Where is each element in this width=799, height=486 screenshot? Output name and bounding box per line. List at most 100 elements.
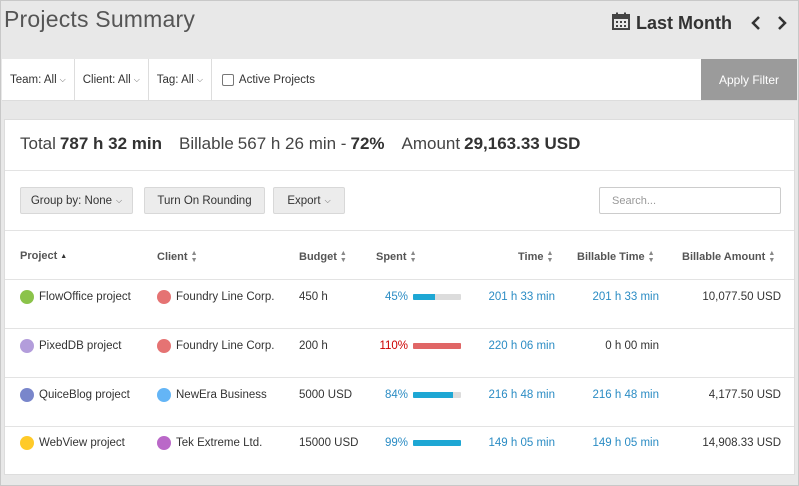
filter-bar: Team: All ⌵ Client: All ⌵ Tag: All ⌵ Act…: [2, 59, 797, 101]
spent-percent: 110%: [379, 340, 408, 352]
client-icon: [157, 436, 171, 450]
client-cell: Foundry Line Corp.: [157, 289, 274, 305]
billable-time[interactable]: 149 h 05 min: [592, 437, 660, 449]
row-divider: [5, 328, 794, 329]
totals-line: Total 787 h 32 min Billable 567 h 26 min…: [20, 134, 580, 154]
spent-percent: 99%: [384, 437, 408, 449]
spent-cell: 110%: [365, 338, 461, 354]
col-header-time[interactable]: Time ▲ ▼: [518, 250, 553, 264]
client-name: Foundry Line Corp.: [176, 340, 275, 352]
spent-progress-fill: [413, 294, 435, 300]
tag-filter[interactable]: Tag: All ⌵: [149, 59, 212, 100]
summary-card: Total 787 h 32 min Billable 567 h 26 min…: [4, 119, 795, 475]
sort-icon: ▲ ▼: [339, 250, 347, 264]
search-input[interactable]: Search...: [599, 187, 781, 214]
time-link[interactable]: 216 h 48 min: [488, 389, 556, 401]
budget-value: 200 h: [299, 340, 328, 352]
spent-progress-bar: [413, 440, 461, 446]
client-icon: [157, 339, 171, 353]
chevron-down-icon: ⌵: [59, 74, 66, 84]
project-name: QuiceBlog project: [39, 389, 130, 401]
client-filter-label: Client: All: [82, 73, 131, 86]
time-link[interactable]: 220 h 06 min: [488, 340, 556, 352]
chevron-right-icon[interactable]: [774, 13, 790, 33]
billable-time[interactable]: 216 h 48 min: [592, 389, 660, 401]
group-by-label: Group by: None: [30, 194, 113, 207]
billable-percent: 72%: [350, 134, 385, 153]
divider: [5, 170, 794, 171]
budget-value: 450 h: [299, 291, 328, 303]
spent-progress-fill: [413, 392, 454, 398]
amount-label: Amount: [401, 134, 461, 153]
export-label: Export: [287, 194, 321, 207]
col-header-billable-amount-label: Billable Amount: [682, 251, 766, 263]
col-header-client[interactable]: Client ▲ ▼: [157, 250, 198, 264]
spent-percent: 45%: [384, 291, 408, 303]
active-projects-checkbox[interactable]: [221, 73, 234, 86]
spent-cell: 84%: [365, 387, 461, 403]
sort-icon: ▲ ▼: [546, 250, 554, 264]
col-header-spent[interactable]: Spent ▲ ▼: [376, 250, 417, 264]
row-divider: [5, 426, 794, 427]
divider: [5, 230, 794, 231]
billable-amount: 10,077.50 USD: [702, 291, 781, 303]
col-header-spent-label: Spent: [376, 251, 407, 263]
project-icon: [20, 436, 34, 450]
col-header-project[interactable]: Project ▲: [20, 250, 67, 262]
billable-time: 0 h 00 min: [605, 340, 659, 352]
spent-progress-fill: [413, 343, 461, 349]
sort-icon: ▲ ▼: [190, 250, 198, 264]
period-selector[interactable]: Last Month: [612, 12, 732, 35]
tag-filter-label: Tag: All: [156, 73, 194, 86]
project-cell[interactable]: WebView project: [20, 435, 125, 451]
project-cell[interactable]: FlowOffice project: [20, 289, 131, 305]
billable-value: 567 h 26 min -: [237, 134, 347, 153]
group-by-button[interactable]: Group by: None ⌵: [20, 187, 133, 214]
chevron-down-icon: ⌵: [324, 195, 331, 205]
chevron-left-icon[interactable]: [748, 13, 764, 33]
row-divider: [5, 279, 794, 280]
export-button[interactable]: Export ⌵: [273, 187, 345, 214]
project-name: WebView project: [39, 437, 125, 449]
team-filter-label: Team: All: [10, 73, 57, 86]
page-title: Projects Summary: [4, 6, 196, 32]
total-value: 787 h 32 min: [59, 134, 162, 153]
spent-cell: 99%: [365, 435, 461, 451]
billable-amount: 4,177.50 USD: [708, 389, 781, 401]
client-icon: [157, 388, 171, 402]
spent-cell: 45%: [365, 289, 461, 305]
project-icon: [20, 339, 34, 353]
col-header-project-label: Project: [20, 250, 58, 262]
billable-label: Billable: [178, 134, 234, 153]
col-header-billable-amount[interactable]: Billable Amount ▲ ▼: [682, 250, 775, 264]
time-link[interactable]: 201 h 33 min: [488, 291, 556, 303]
chevron-down-icon: ⌵: [116, 195, 123, 205]
client-filter[interactable]: Client: All ⌵: [75, 59, 149, 100]
billable-time[interactable]: 201 h 33 min: [592, 291, 660, 303]
calendar-icon: [612, 12, 630, 35]
project-name: PixedDB project: [39, 340, 122, 352]
budget-value: 5000 USD: [299, 389, 353, 401]
billable-amount: 14,908.33 USD: [702, 437, 781, 449]
col-header-budget[interactable]: Budget ▲ ▼: [299, 250, 347, 264]
project-icon: [20, 388, 34, 402]
col-header-billable-time[interactable]: Billable Time ▲ ▼: [577, 250, 655, 264]
active-projects-toggle[interactable]: Active Projects: [212, 59, 325, 100]
project-cell[interactable]: QuiceBlog project: [20, 387, 130, 403]
client-name: Foundry Line Corp.: [176, 291, 275, 303]
project-icon: [20, 290, 34, 304]
sort-asc-icon: ▲: [60, 252, 68, 260]
turn-on-rounding-button[interactable]: Turn On Rounding: [144, 187, 265, 214]
col-header-client-label: Client: [157, 251, 188, 263]
client-cell: Foundry Line Corp.: [157, 338, 274, 354]
time-link[interactable]: 149 h 05 min: [488, 437, 556, 449]
team-filter[interactable]: Team: All ⌵: [2, 59, 75, 100]
sort-icon: ▲ ▼: [409, 250, 417, 264]
spent-progress-fill: [413, 440, 461, 446]
project-cell[interactable]: PixedDB project: [20, 338, 121, 354]
apply-filter-button[interactable]: Apply Filter: [701, 59, 797, 100]
row-divider: [5, 377, 794, 378]
billable-amount: [665, 338, 781, 354]
total-label: Total: [20, 134, 56, 153]
spent-progress-bar: [413, 392, 461, 398]
